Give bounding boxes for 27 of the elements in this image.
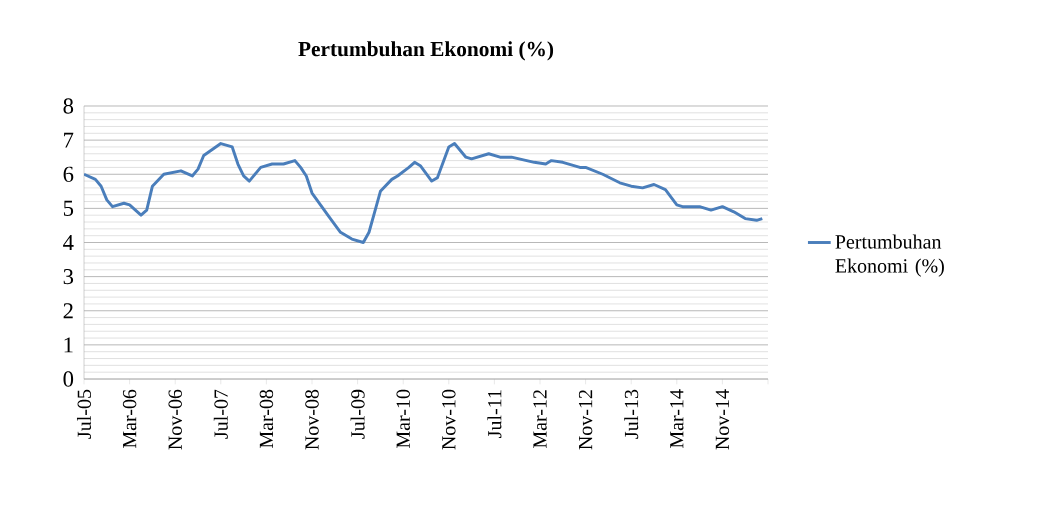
x-tick-label: Jul-07 xyxy=(213,389,228,439)
legend-label: Pertumbuhan Ekonomi (%) xyxy=(835,234,944,277)
y-tick-label: 2 xyxy=(63,303,73,319)
x-tick-label: Jul-13 xyxy=(624,389,639,439)
y-tick-label: 1 xyxy=(64,337,73,353)
y-tick-label: 4 xyxy=(63,235,74,250)
x-tick-label: Jul-09 xyxy=(350,389,365,439)
y-tick-label: 6 xyxy=(63,166,74,182)
y-tick-label: 8 xyxy=(63,98,74,114)
y-tick-label: 5 xyxy=(63,200,74,216)
x-tick-label: Nov-14 xyxy=(715,389,730,450)
x-tick-label: Nov-08 xyxy=(305,389,319,450)
x-tick-label: Nov-10 xyxy=(442,389,456,450)
x-tick-label: Nov-12 xyxy=(578,390,593,450)
x-tick-label: Mar-14 xyxy=(670,389,684,449)
x-tick-label: Jul-11 xyxy=(487,390,502,438)
x-tick-label: Mar-08 xyxy=(259,389,274,449)
x-tick-label: Jul-05 xyxy=(76,389,92,439)
line-series xyxy=(84,142,764,244)
y-tick-label: 7 xyxy=(64,132,74,148)
y-tick-label: 0 xyxy=(63,371,74,387)
x-tick-label: Mar-12 xyxy=(533,390,547,449)
chart-title: Pertumbuhan Ekonomi (%) xyxy=(298,41,554,61)
y-tick-label: 3 xyxy=(63,269,74,285)
x-tick-label: Mar-06 xyxy=(122,389,137,449)
x-tick-label: Nov-06 xyxy=(168,389,182,450)
x-tick-label: Mar-10 xyxy=(396,389,410,449)
